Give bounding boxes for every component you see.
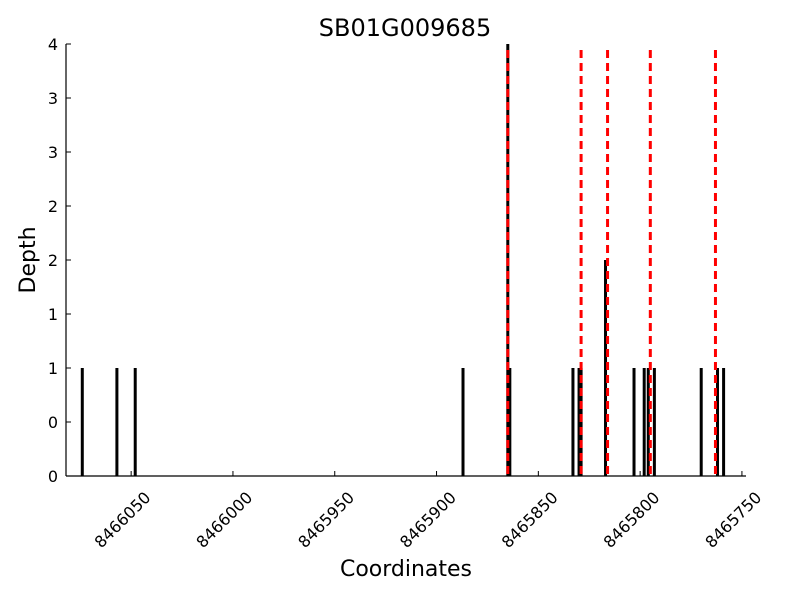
x-tick-label-0: 8466050: [91, 488, 155, 552]
depth-bar-13: [652, 368, 656, 476]
depth-bar-16: [722, 368, 726, 476]
x-tick-label-3: 8465900: [396, 488, 460, 552]
x-ticks: 8466050 8466000 8465950 8465900 8465850 84658…: [91, 471, 765, 552]
depth-bar-0: [80, 368, 84, 476]
y-tick-label-3: 1: [48, 305, 58, 324]
y-tick-label-6: 3: [48, 143, 58, 162]
depth-bar-3: [461, 368, 465, 476]
y-tick-label-0: 0: [48, 467, 58, 486]
y-axis-label: Depth: [16, 226, 41, 293]
y-tick-label-1: 0: [48, 413, 58, 432]
x-tick-label-4: 8465850: [498, 488, 562, 552]
depth-bar-7: [577, 368, 581, 476]
x-tick-label-2: 8465950: [294, 488, 358, 552]
y-tick-label-7: 3: [48, 89, 58, 108]
x-axis-label: Coordinates: [340, 557, 472, 582]
depth-bar-14: [699, 368, 703, 476]
depth-bar-5: [508, 368, 512, 476]
depth-bar-15: [716, 368, 719, 476]
x-tick-label-6: 8465750: [701, 488, 765, 552]
chart-title: SB01G009685: [319, 14, 491, 42]
depth-bar-6: [571, 368, 575, 476]
x-tick-label-5: 8465800: [600, 488, 664, 552]
depth-bar-2: [133, 368, 137, 476]
y-tick-label-4: 2: [48, 251, 58, 270]
y-tick-label-8: 4: [48, 35, 58, 54]
x-tick-label-1: 8466000: [192, 488, 256, 552]
bars-layer: [80, 44, 726, 476]
depth-bar-9: [604, 260, 608, 476]
depth-bar-10: [632, 368, 636, 476]
depth-bar-12: [646, 368, 650, 476]
y-tick-label-2: 1: [48, 359, 58, 378]
depth-bar-1: [115, 368, 119, 476]
y-tick-label-5: 2: [48, 197, 58, 216]
depth-bar-11: [642, 368, 646, 476]
y-ticks: 0 0 1 1 2 2 3 3 4: [48, 35, 71, 486]
markers-layer: [506, 50, 717, 476]
